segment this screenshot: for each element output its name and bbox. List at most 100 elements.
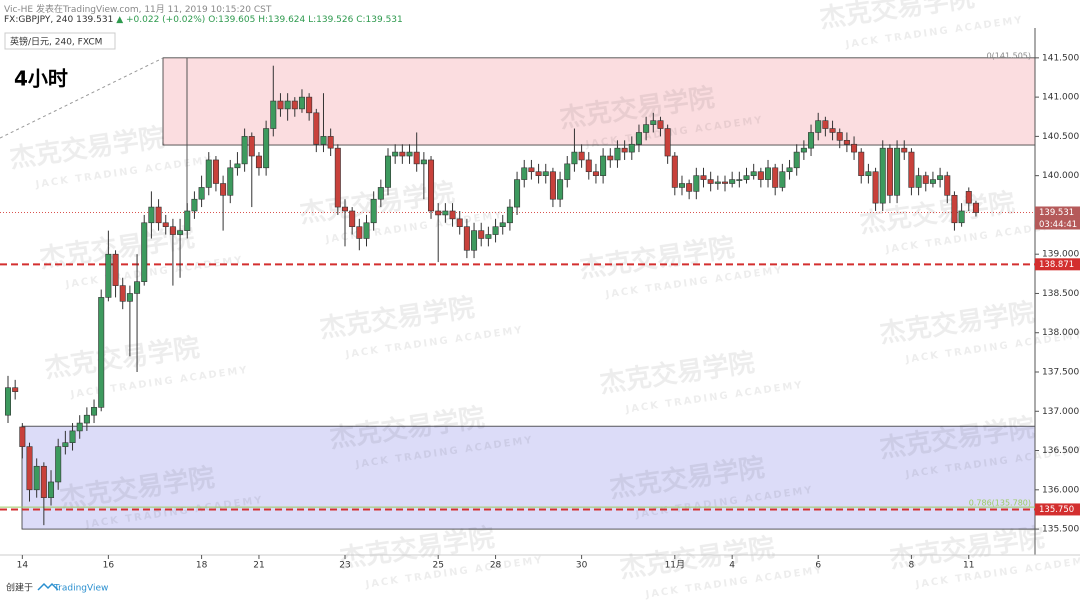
candle-body bbox=[341, 206, 348, 212]
candle-body bbox=[965, 191, 972, 204]
countdown-tag bbox=[1035, 218, 1080, 230]
legend-box bbox=[4, 32, 116, 50]
candle-body bbox=[420, 159, 427, 165]
candle-body bbox=[686, 183, 693, 192]
candle-body bbox=[69, 430, 76, 443]
candle-body bbox=[5, 387, 12, 416]
y-tick-label: 136.000 bbox=[1042, 485, 1079, 495]
chart-title: 4小时 bbox=[14, 67, 68, 91]
candle-body bbox=[119, 285, 126, 302]
candle-body bbox=[858, 151, 865, 176]
candle-body bbox=[198, 187, 205, 200]
candle-body bbox=[270, 100, 277, 129]
candle-body bbox=[800, 147, 807, 153]
candle-body bbox=[76, 422, 83, 432]
candle-body bbox=[578, 151, 585, 161]
candle-body bbox=[449, 210, 456, 220]
publisher: Vic-HE 发表在TradingView.com, 11月 11, 2019 … bbox=[4, 5, 272, 15]
candle-body bbox=[191, 198, 198, 212]
y-tick-label: 138.000 bbox=[1042, 328, 1079, 338]
candle-body bbox=[607, 155, 614, 161]
candle-body bbox=[313, 112, 320, 145]
candle-body bbox=[922, 175, 929, 184]
candle-body bbox=[542, 171, 549, 176]
candle-body bbox=[707, 179, 714, 184]
candle-body bbox=[227, 167, 234, 196]
candle-body bbox=[478, 230, 485, 239]
candle-body bbox=[349, 210, 356, 228]
candle-body bbox=[334, 147, 341, 208]
candle-body bbox=[284, 100, 291, 110]
candle-body bbox=[55, 446, 62, 483]
candle-body bbox=[514, 179, 521, 208]
y-tick-label: 140.000 bbox=[1042, 171, 1079, 181]
candle-body bbox=[62, 442, 69, 447]
candle-body bbox=[33, 465, 40, 491]
candle-body bbox=[48, 481, 55, 498]
symbol: FX:GBPJPY, 240 bbox=[4, 15, 74, 25]
candle-body bbox=[212, 159, 219, 184]
candle-body bbox=[592, 171, 599, 176]
candle-body bbox=[134, 281, 141, 294]
candle-body bbox=[363, 222, 370, 239]
candle-body bbox=[356, 226, 363, 239]
candle-body bbox=[298, 96, 305, 110]
candle-body bbox=[664, 128, 671, 157]
candle-body bbox=[377, 187, 384, 200]
candle-body bbox=[886, 147, 893, 196]
candle-body bbox=[428, 159, 435, 212]
candle-body bbox=[600, 155, 607, 176]
price-tag-label: 135.750 bbox=[1039, 505, 1074, 515]
x-tick-label: 21 bbox=[253, 561, 264, 571]
x-tick-label: 28 bbox=[490, 561, 502, 571]
candle-body bbox=[721, 181, 728, 184]
candle-body bbox=[678, 183, 685, 188]
candle-body bbox=[98, 297, 105, 408]
x-tick-label: 18 bbox=[196, 561, 208, 571]
candle-body bbox=[729, 179, 736, 184]
candle-body bbox=[779, 171, 786, 188]
candle-body bbox=[112, 253, 119, 286]
candle-body bbox=[743, 175, 750, 180]
candle-body bbox=[506, 206, 513, 224]
candle-body bbox=[291, 100, 298, 110]
y-tick-label: 137.500 bbox=[1042, 368, 1079, 378]
candle-body bbox=[126, 293, 133, 302]
candle-body bbox=[894, 147, 901, 196]
candle-body bbox=[234, 163, 241, 169]
y-tick-label: 140.500 bbox=[1042, 132, 1079, 142]
candle-body bbox=[750, 171, 757, 176]
candle-body bbox=[435, 210, 442, 216]
ohlc: O:139.605 H:139.624 L:139.526 C:139.531 bbox=[208, 15, 403, 25]
candle-body bbox=[808, 132, 815, 149]
candle-body bbox=[628, 143, 635, 153]
price-tag-label: 139.531 bbox=[1039, 208, 1074, 218]
price-tag bbox=[1035, 258, 1080, 271]
candle-body bbox=[564, 163, 571, 180]
candle-body bbox=[40, 465, 47, 498]
countdown: 03:44:41 bbox=[1039, 220, 1077, 230]
price-tag bbox=[1035, 206, 1080, 219]
candle-body bbox=[557, 179, 564, 200]
candle-body bbox=[693, 175, 700, 192]
trend-line bbox=[0, 57, 164, 139]
y-tick-label: 141.500 bbox=[1042, 53, 1079, 63]
candle-body bbox=[205, 159, 212, 188]
candle-body bbox=[829, 128, 836, 133]
candle-body bbox=[657, 120, 664, 129]
candle-body bbox=[148, 206, 155, 224]
legend: 英镑/日元, 240, FXCM bbox=[10, 36, 102, 48]
candle-body bbox=[277, 100, 284, 110]
candle-body bbox=[915, 175, 922, 188]
x-tick-label: 23 bbox=[339, 561, 350, 571]
candle-body bbox=[399, 151, 406, 157]
price-tag-label: 138.871 bbox=[1039, 260, 1074, 270]
candle-body bbox=[865, 171, 872, 176]
candle-body bbox=[815, 120, 822, 133]
y-tick-label: 136.500 bbox=[1042, 446, 1079, 456]
candle-body bbox=[521, 167, 528, 180]
x-tick-label: 30 bbox=[576, 561, 588, 571]
y-tick-label: 135.500 bbox=[1042, 525, 1079, 535]
